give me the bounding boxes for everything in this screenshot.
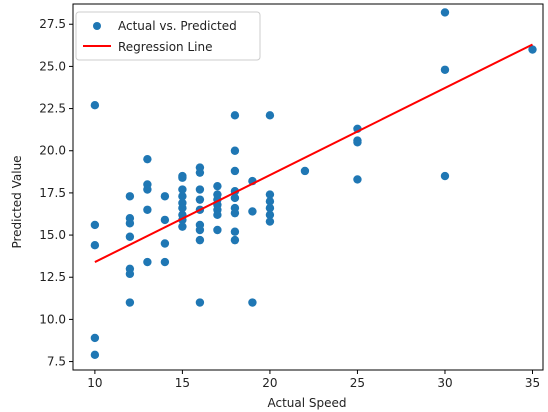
- data-point: [440, 65, 450, 74]
- data-point: [265, 210, 275, 220]
- y-tick-label: 7.5: [47, 355, 66, 369]
- data-point: [230, 235, 240, 245]
- data-point: [265, 190, 275, 199]
- data-point: [195, 235, 205, 245]
- y-tick-label: 10.0: [39, 312, 66, 326]
- data-point: [125, 192, 135, 201]
- plot-frame: [72, 3, 544, 371]
- data-point: [160, 257, 170, 267]
- data-point: [213, 210, 222, 220]
- data-point: [265, 197, 275, 206]
- data-point: [90, 101, 100, 110]
- data-point: [230, 111, 240, 120]
- x-tick-label: 30: [437, 376, 452, 390]
- y-tick-label: 20.0: [39, 144, 66, 158]
- legend-label-regression-line: Regression Line: [118, 40, 212, 54]
- data-point: [178, 185, 187, 194]
- data-point: [195, 298, 205, 307]
- data-point: [125, 232, 135, 241]
- data-point: [230, 208, 240, 218]
- data-point: [195, 195, 205, 204]
- data-point: [90, 240, 100, 250]
- x-tick-label: 15: [175, 376, 190, 390]
- y-tick-label: 22.5: [39, 102, 66, 116]
- data-point: [230, 193, 240, 203]
- data-point: [178, 173, 187, 182]
- data-point: [143, 205, 152, 214]
- data-point: [213, 225, 222, 235]
- data-point: [265, 111, 275, 120]
- data-point: [248, 298, 257, 307]
- axes: 10 15 20 25 30 35 7.5 10.0 12.5 15.0 17.5 20.0 22.5 2…: [39, 3, 544, 390]
- data-point: [125, 298, 135, 307]
- x-tick-label: 35: [525, 376, 540, 390]
- y-axis-label: Predicted Value: [10, 155, 24, 248]
- data-point: [353, 138, 362, 147]
- data-point: [440, 171, 450, 181]
- data-point: [143, 257, 152, 267]
- data-point: [230, 227, 240, 236]
- data-point: [160, 239, 170, 248]
- data-point: [178, 192, 187, 201]
- x-axis-label: Actual Speed: [267, 396, 346, 410]
- y-tick-label: 17.5: [39, 186, 66, 200]
- data-point: [440, 8, 450, 17]
- data-point: [90, 333, 100, 343]
- regression-line: [94, 43, 533, 263]
- y-tick-label: 12.5: [39, 270, 66, 284]
- legend-box: [75, 11, 261, 61]
- data-point: [195, 168, 205, 177]
- data-point: [90, 220, 100, 230]
- data-point: [230, 166, 240, 176]
- y-tick-label: 27.5: [39, 17, 66, 31]
- data-point: [248, 207, 257, 216]
- data-point: [353, 175, 362, 184]
- x-tick-label: 25: [350, 376, 365, 390]
- data-point: [300, 166, 310, 176]
- data-point: [160, 215, 170, 225]
- data-point: [265, 217, 275, 226]
- data-point: [143, 185, 152, 194]
- plot-area: [90, 8, 537, 360]
- y-tick-label: 15.0: [39, 228, 66, 242]
- data-point: [213, 181, 222, 191]
- data-point: [143, 154, 152, 164]
- data-point: [178, 203, 187, 213]
- data-point: [125, 269, 135, 279]
- x-tick-label: 10: [87, 376, 102, 390]
- x-tick-label: 20: [262, 376, 277, 390]
- data-point: [90, 350, 100, 360]
- legend-marker-actual-vs-predicted: [93, 22, 101, 30]
- legend: Actual vs. Predicted Regression Line: [75, 11, 261, 61]
- data-point: [195, 225, 205, 235]
- y-tick-label: 25.0: [39, 59, 66, 73]
- data-point: [195, 185, 205, 194]
- data-point: [160, 192, 170, 201]
- data-point: [265, 203, 275, 213]
- data-point: [178, 222, 187, 231]
- data-point: [125, 219, 135, 228]
- data-point: [230, 146, 240, 155]
- data-point: [528, 45, 537, 54]
- legend-label-actual-vs-predicted: Actual vs. Predicted: [118, 19, 237, 33]
